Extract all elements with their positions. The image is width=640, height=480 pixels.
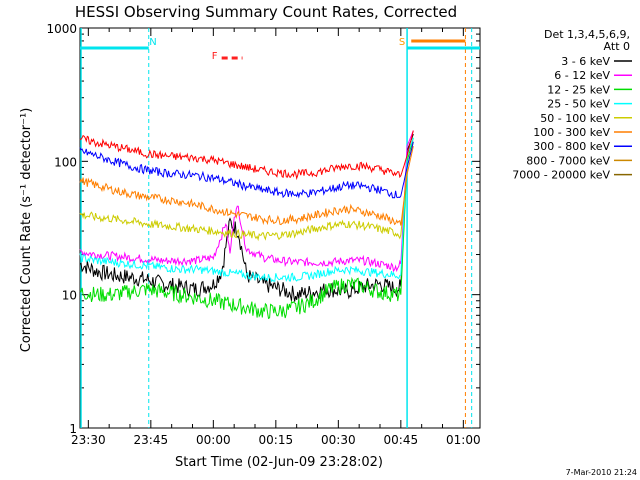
y-axis-ticks: 1 10 100 1000	[46, 22, 480, 436]
series-line-4	[79, 141, 414, 242]
series-line-0	[79, 133, 414, 302]
footer-date: 7-Mar-2010 21:24	[566, 468, 637, 477]
x-tick-label: 00:45	[384, 433, 419, 447]
legend-label-3: 25 - 50 keV	[547, 98, 610, 111]
legend-header: Att 0	[604, 40, 630, 53]
legend-label-2: 12 - 25 keV	[547, 83, 610, 96]
y-axis-label: Corrected Count Rate (s⁻¹ detector⁻¹)	[19, 108, 34, 353]
legend-label-6: 300 - 800 keV	[533, 140, 610, 153]
x-axis-ticks: 23:30 23:45 00:00 00:15 00:30 00:45 01:00	[71, 28, 481, 447]
legend-label-4: 50 - 100 keV	[540, 112, 610, 125]
x-tick-label: 01:00	[446, 433, 481, 447]
x-axis-label: Start Time (02-Jun-09 23:28:02)	[175, 455, 383, 470]
x-tick-label: 00:30	[321, 433, 356, 447]
series-line-9	[79, 130, 414, 181]
plot-frame	[79, 27, 481, 429]
series-line-1	[79, 130, 414, 273]
flag-bars: N F S	[80, 37, 480, 62]
y-tick-label: 10	[62, 289, 77, 303]
x-tick-label: 23:45	[134, 433, 169, 447]
legend-label-5: 100 - 300 keV	[533, 126, 610, 139]
plot-area: 1 10 100 1000 23:30 23:45 00:00 00:15 00:30 00:45…	[46, 22, 480, 447]
flag-label-N: N	[149, 37, 156, 48]
series-line-3	[79, 137, 414, 283]
flag-label-S: S	[399, 37, 405, 48]
series-line-6	[79, 141, 414, 199]
y-tick-label: 1000	[46, 22, 77, 36]
x-tick-label: 23:30	[71, 433, 106, 447]
legend-header: Det 1,3,4,5,6,9,	[544, 28, 630, 41]
x-tick-label: 00:15	[259, 433, 294, 447]
flag-label-F: F	[212, 51, 218, 62]
y-tick-label: 1	[69, 422, 77, 436]
legend-label-7: 800 - 7000 keV	[526, 154, 610, 167]
y-tick-label: 100	[54, 155, 77, 169]
chart-title: HESSI Observing Summary Count Rates, Cor…	[75, 3, 457, 21]
series-line-2	[79, 137, 414, 320]
series-line-5	[79, 145, 414, 226]
legend-label-8: 7000 - 20000 keV	[512, 169, 610, 182]
legend-label-0: 3 - 6 keV	[561, 55, 610, 68]
legend-label-1: 6 - 12 keV	[554, 69, 610, 82]
x-tick-label: 00:00	[196, 433, 231, 447]
